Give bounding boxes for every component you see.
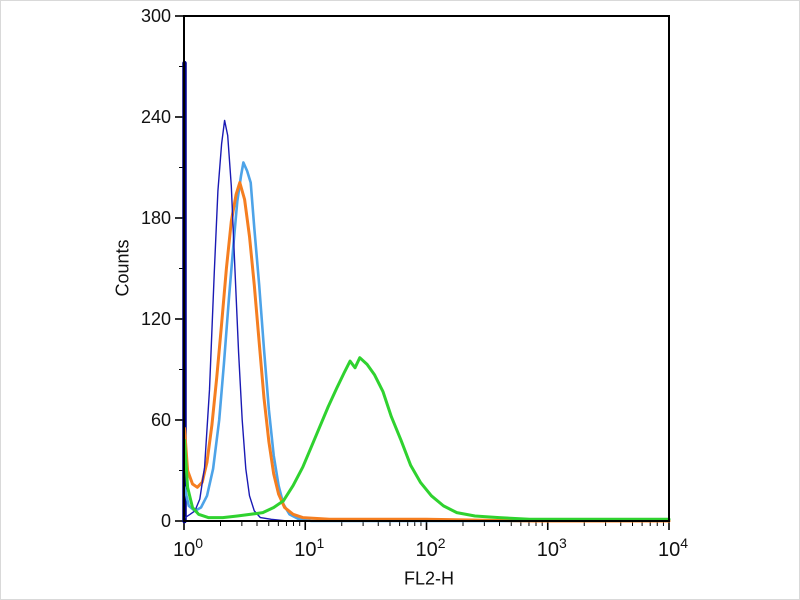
- y-tick-label: 0: [161, 511, 171, 531]
- y-tick-label: 180: [141, 208, 171, 228]
- x-tick-label: 104: [658, 535, 688, 561]
- y-tick-label: 240: [141, 107, 171, 127]
- x-tick-label: 100: [173, 535, 203, 561]
- y-axis-title: Counts: [112, 239, 133, 297]
- y-tick-label: 60: [151, 410, 171, 430]
- series-orange: [183, 181, 671, 523]
- x-axis-title: FL2-H: [403, 568, 455, 589]
- series-light-blue: [183, 161, 671, 523]
- x-tick-label: 103: [537, 535, 567, 561]
- x-tick-label: 101: [294, 535, 324, 561]
- series-green: [183, 356, 671, 521]
- y-tick-label: 300: [141, 6, 171, 26]
- y-tick-label: 120: [141, 309, 171, 329]
- x-tick-label: 102: [416, 535, 446, 561]
- plot-frame: [183, 15, 670, 522]
